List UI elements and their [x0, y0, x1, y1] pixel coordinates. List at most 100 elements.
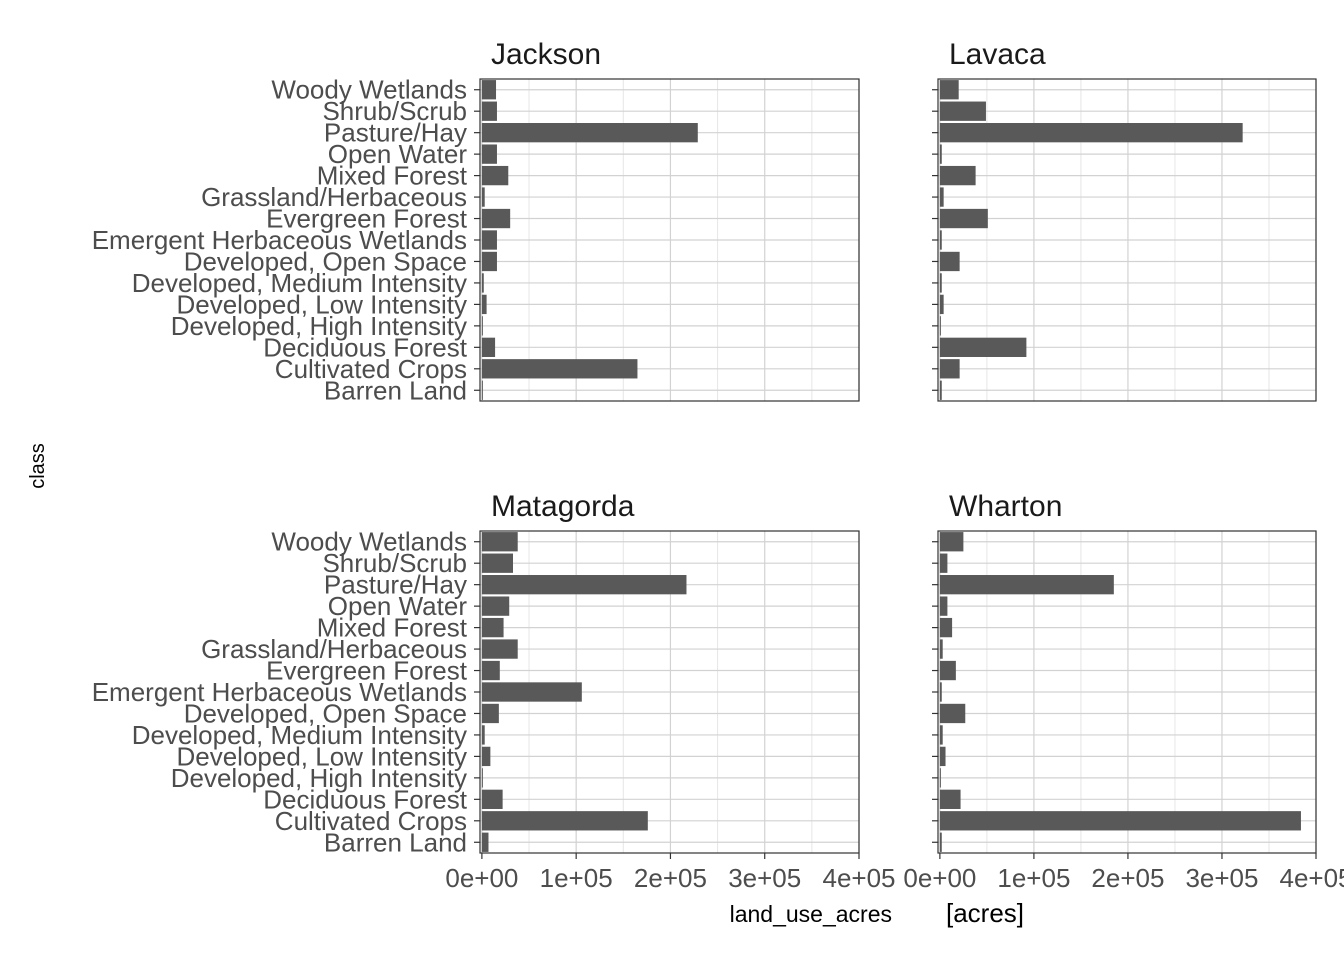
- bar-grassland-herbaceous: [939, 639, 943, 659]
- bar-grassland-herbaceous: [939, 187, 944, 207]
- y-tick-label: Barren Land: [324, 375, 467, 405]
- bar-developed-medium-intensity: [481, 725, 485, 745]
- bar-shrub-scrub: [481, 101, 497, 121]
- bar-barren-land: [481, 380, 483, 400]
- bar-emergent-herbaceous-wetlands: [481, 230, 497, 250]
- y-tick-label: Grassland/Herbaceous: [201, 634, 467, 664]
- y-axis-title: class: [27, 443, 49, 489]
- bar-developed-open-space: [481, 703, 499, 724]
- bar-pasture-hay: [481, 123, 698, 143]
- bar-open-water: [481, 144, 497, 164]
- bar-evergreen-forest: [481, 208, 511, 229]
- facet-title: Jackson: [491, 38, 601, 71]
- bar-woody-wetlands: [939, 532, 964, 552]
- y-tick-label: Developed, Open Space: [184, 246, 467, 276]
- x-tick-label: 1e+05: [540, 863, 613, 893]
- bar-deciduous-forest: [481, 337, 496, 357]
- bar-emergent-herbaceous-wetlands: [939, 682, 942, 702]
- y-tick-label: Evergreen Forest: [266, 656, 468, 686]
- bar-developed-high-intensity: [481, 316, 483, 336]
- y-tick-label: Emergent Herbaceous Wetlands: [92, 225, 467, 255]
- bar-pasture-hay: [481, 575, 687, 595]
- y-tick-label: Developed, Medium Intensity: [132, 268, 467, 298]
- y-tick-label: Open Water: [328, 139, 468, 169]
- y-tick-label: Developed, High Intensity: [171, 763, 467, 793]
- bar-developed-open-space: [481, 251, 497, 272]
- x-tick-label: 3e+05: [1185, 863, 1258, 893]
- bar-evergreen-forest: [939, 208, 988, 229]
- x-tick-label: 2e+05: [634, 863, 707, 893]
- y-tick-label: Deciduous Forest: [263, 332, 468, 362]
- y-tick-label: Emergent Herbaceous Wetlands: [92, 677, 467, 707]
- bar-mixed-forest: [481, 617, 504, 638]
- bar-developed-medium-intensity: [939, 725, 943, 745]
- bar-developed-open-space: [939, 703, 966, 724]
- y-tick-label: Cultivated Crops: [275, 806, 467, 836]
- y-tick-label: Developed, High Intensity: [171, 311, 467, 341]
- y-tick-label: Developed, Low Intensity: [176, 741, 467, 771]
- facet-jackson: Woody WetlandsShrub/ScrubPasture/HayOpen…: [92, 38, 860, 405]
- y-tick-label: Cultivated Crops: [275, 354, 467, 384]
- bar-mixed-forest: [939, 165, 976, 186]
- x-axis-title: land_use_acres: [730, 901, 892, 927]
- bar-developed-low-intensity: [939, 746, 946, 767]
- bar-developed-medium-intensity: [939, 273, 942, 293]
- y-tick-label: Shrub/Scrub: [322, 96, 467, 126]
- y-tick-label: Shrub/Scrub: [322, 548, 467, 578]
- bar-developed-high-intensity: [939, 768, 941, 788]
- x-tick-label: 4e+05: [822, 863, 895, 893]
- bar-evergreen-forest: [481, 660, 500, 681]
- x-axis-title-unit: [acres]: [946, 898, 1024, 928]
- y-tick-label: Open Water: [328, 591, 468, 621]
- bar-deciduous-forest: [481, 789, 503, 809]
- bar-woody-wetlands: [481, 80, 497, 100]
- y-tick-label: Pasture/Hay: [324, 570, 467, 600]
- bar-developed-medium-intensity: [481, 273, 484, 293]
- bar-developed-open-space: [939, 251, 960, 272]
- bar-cultivated-crops: [481, 359, 638, 379]
- bar-barren-land: [481, 832, 489, 852]
- x-tick-label: 0e+00: [903, 863, 976, 893]
- bar-mixed-forest: [939, 617, 953, 638]
- facet-title: Matagorda: [491, 490, 635, 523]
- bar-barren-land: [939, 380, 942, 400]
- bar-deciduous-forest: [939, 337, 1027, 357]
- y-tick-label: Developed, Medium Intensity: [132, 720, 467, 750]
- y-tick-label: Mixed Forest: [317, 161, 468, 191]
- bar-pasture-hay: [939, 575, 1114, 595]
- x-tick-label: 3e+05: [728, 863, 801, 893]
- x-tick-label: 2e+05: [1091, 863, 1164, 893]
- y-tick-label: Barren Land: [324, 827, 467, 857]
- bar-developed-high-intensity: [939, 316, 941, 336]
- bar-open-water: [939, 596, 948, 616]
- y-tick-label: Pasture/Hay: [324, 118, 467, 148]
- y-tick-label: Woody Wetlands: [271, 527, 467, 557]
- bar-woody-wetlands: [939, 80, 959, 100]
- bar-developed-low-intensity: [481, 294, 487, 315]
- x-tick-label: 4e+05: [1279, 863, 1344, 893]
- bar-open-water: [481, 596, 510, 616]
- bar-cultivated-crops: [481, 811, 648, 831]
- bar-barren-land: [939, 832, 942, 852]
- bar-shrub-scrub: [481, 553, 513, 573]
- y-tick-label: Mixed Forest: [317, 613, 468, 643]
- y-tick-label: Evergreen Forest: [266, 204, 468, 234]
- bar-developed-low-intensity: [939, 294, 944, 315]
- y-tick-label: Grassland/Herbaceous: [201, 182, 467, 212]
- bar-evergreen-forest: [939, 660, 956, 681]
- y-tick-label: Developed, Low Intensity: [176, 289, 467, 319]
- y-tick-label: Woody Wetlands: [271, 75, 467, 105]
- bar-woody-wetlands: [481, 532, 518, 552]
- bar-cultivated-crops: [939, 359, 960, 379]
- bar-deciduous-forest: [939, 789, 961, 809]
- facet-panels: Woody WetlandsShrub/ScrubPasture/HayOpen…: [92, 38, 1344, 893]
- bar-shrub-scrub: [939, 553, 948, 573]
- facet-matagorda: Woody WetlandsShrub/ScrubPasture/HayOpen…: [92, 490, 896, 893]
- bar-emergent-herbaceous-wetlands: [481, 682, 582, 702]
- bar-grassland-herbaceous: [481, 639, 518, 659]
- x-tick-label: 1e+05: [997, 863, 1070, 893]
- facet-title: Lavaca: [949, 38, 1046, 71]
- facet-title: Wharton: [949, 490, 1062, 523]
- bar-grassland-herbaceous: [481, 187, 485, 207]
